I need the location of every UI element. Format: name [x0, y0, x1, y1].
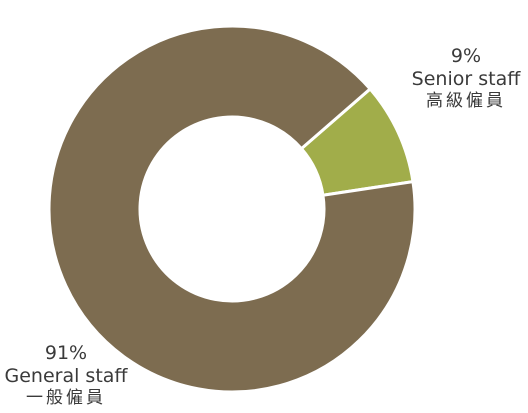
donut-slices	[47, 24, 417, 394]
slice-value-label-senior: 9%	[450, 45, 482, 67]
slice-category-label-general: General staff	[4, 365, 128, 388]
slice-category-label-senior-zh: 高級僱員	[426, 91, 506, 112]
slice-category-label-senior: Senior staff	[411, 68, 521, 91]
slice-category-label-general-zh: 一般僱員	[26, 388, 106, 409]
slice-general-staff	[47, 24, 417, 394]
slice-value-label-general: 91%	[44, 342, 88, 364]
slice-label-senior-staff: 9% Senior staff 高級僱員	[408, 45, 524, 112]
slice-label-general-staff: 91% General staff 一般僱員	[0, 342, 132, 409]
